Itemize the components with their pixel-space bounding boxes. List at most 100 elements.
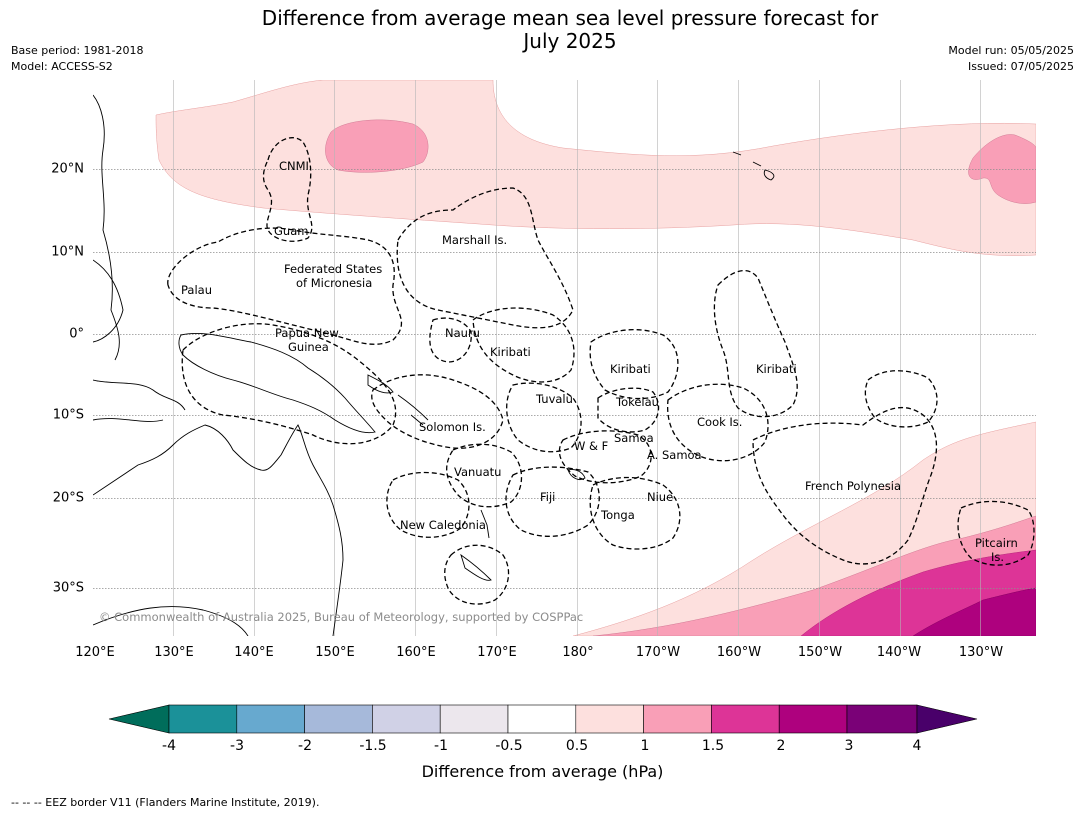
indonesia-coast-south [93, 418, 164, 422]
new-zealand-coast [93, 606, 249, 636]
colorbar-graphic [108, 704, 978, 734]
label-cnmi: CNMI [279, 159, 309, 173]
eez-solomon [371, 374, 504, 449]
label-new-caledonia: New Caledonia [400, 518, 486, 532]
label-palau: Palau [181, 283, 212, 297]
label-vanuatu: Vanuatu [454, 465, 501, 479]
label-solomon-islands: Solomon Is. [419, 420, 486, 434]
colorbar-tick-1-5: 1.5 [701, 738, 725, 754]
lon-label-140e: 140°E [234, 645, 274, 660]
colorbar-tick-3: 3 [844, 738, 854, 754]
colorbar-bin-3 [304, 704, 373, 734]
colorbar [105, 704, 985, 744]
eez-fiji [505, 466, 600, 537]
label-nauru: Nauru [445, 326, 480, 340]
lon-label-170e: 170°E [477, 645, 517, 660]
colorbar-bin-4 [372, 704, 441, 734]
philippines-coast [93, 94, 120, 361]
lat-label-20n: 20°N [51, 161, 84, 177]
colorbar-tick-minus3: -3 [230, 738, 244, 754]
colorbar-tick-4: 4 [912, 738, 922, 754]
colorbar-bin-1 [168, 704, 238, 734]
eez-marquesas [864, 370, 938, 428]
region-labels: CNMI Guam Marshall Is. Federated States … [181, 159, 1018, 564]
anomaly-field-south-stronger [912, 587, 1036, 636]
colorbar-bin-8 [643, 704, 712, 734]
eez-marshall [396, 187, 574, 329]
colorbar-tick-minus1-5: -1.5 [359, 738, 387, 754]
eez-pitcairn [957, 500, 1035, 566]
label-tonga: Tonga [600, 508, 635, 522]
colorbar-tick-minus4: -4 [162, 738, 176, 754]
indonesia-coast-north [93, 379, 186, 411]
label-guam: Guam [274, 224, 308, 238]
eez-kiribati-central [589, 329, 679, 400]
lat-label-10s: 10°S [52, 407, 84, 423]
colorbar-bin-2 [236, 704, 305, 734]
lat-label-10n: 10°N [51, 244, 84, 260]
coastlines [93, 94, 775, 636]
copyright-notice: © Commonwealth of Australia 2025, Bureau… [99, 610, 583, 624]
colorbar-tick-minus2: -2 [298, 738, 312, 754]
lat-label-30s: 30°S [52, 580, 84, 596]
title-line-2: July 2025 [523, 29, 617, 53]
lon-label-180: 180° [562, 645, 594, 660]
latitude-lines [93, 169, 1036, 589]
eez-border-note: -- -- -- EEZ border V11 (Flanders Marine… [11, 796, 320, 809]
eez-borders [167, 137, 1035, 605]
label-kiribati-east: Kiribati [756, 362, 797, 376]
map-canvas: CNMI Guam Marshall Is. Federated States … [93, 80, 1036, 636]
lon-label-150e: 150°E [315, 645, 355, 660]
fiji-coast [567, 469, 586, 481]
new-britain-coast [367, 374, 394, 394]
anomaly-field-northeast-mid [968, 134, 1036, 204]
label-pitcairn-line2: Is. [991, 550, 1004, 564]
eez-niue-tonga [589, 476, 681, 550]
eez-lord-howe [444, 544, 510, 605]
label-samoa: Samoa [614, 431, 654, 445]
colorbar-tick-2: 2 [776, 738, 786, 754]
eez-french-polynesia [752, 406, 938, 565]
base-period: Base period: 1981-2018 [11, 44, 144, 57]
borneo-coast [93, 259, 124, 343]
lon-label-130w: 130°W [958, 645, 1004, 660]
lon-label-130e: 130°E [154, 645, 194, 660]
lat-label-20s: 20°S [52, 490, 84, 506]
label-kiribati-central: Kiribati [610, 362, 651, 376]
label-cook-islands: Cook Is. [697, 415, 742, 429]
eez-tokelau [597, 387, 660, 433]
map-title: Difference from average mean sea level p… [0, 7, 1085, 53]
new-guinea-coast [178, 332, 376, 434]
lon-label-160e: 160°E [396, 645, 436, 660]
colorbar-tick-0-5: 0.5 [565, 738, 589, 754]
eez-png [181, 323, 397, 445]
hawaii-coast [732, 151, 775, 181]
colorbar-bin-6 [507, 704, 577, 734]
model-name: Model: ACCESS-S2 [11, 60, 113, 73]
label-wallis-futuna: W & F [574, 439, 608, 453]
colorbar-bin-10 [778, 704, 848, 734]
eez-kiribati-east [713, 269, 798, 418]
new-caledonia-coast [460, 553, 492, 581]
lat-label-0: 0° [69, 326, 84, 342]
label-fsm-line1: Federated States [284, 262, 382, 276]
label-fiji: Fiji [540, 490, 555, 504]
australia-coast [93, 424, 344, 636]
colorbar-bin-11 [846, 704, 918, 734]
label-pitcairn-line1: Pitcairn [975, 536, 1018, 550]
title-line-1: Difference from average mean sea level p… [261, 6, 879, 30]
lon-label-140w: 140°W [876, 645, 922, 660]
lon-label-150w: 150°W [797, 645, 843, 660]
label-tokelau: Tokelau [615, 395, 659, 409]
lon-label-160w: 160°W [716, 645, 762, 660]
colorbar-bin-9 [711, 704, 780, 734]
eez-wallis-samoa [558, 430, 652, 484]
label-french-polynesia: French Polynesia [805, 479, 901, 493]
model-run-date: Model run: 05/05/2025 [948, 44, 1074, 57]
label-png-line1: Papua New [275, 326, 339, 340]
map-panel: CNMI Guam Marshall Is. Federated States … [93, 80, 1036, 636]
eez-new-caledonia [386, 471, 470, 538]
run-info: Model run: 05/05/2025 Issued: 07/05/2025 [948, 43, 1074, 75]
graticule [173, 80, 981, 636]
label-kiribati-west: Kiribati [490, 345, 531, 359]
